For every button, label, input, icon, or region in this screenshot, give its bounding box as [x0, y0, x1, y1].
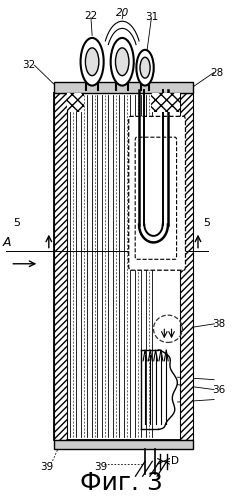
Text: Фиг. 3: Фиг. 3 — [80, 471, 162, 495]
Text: 38: 38 — [212, 319, 225, 329]
Text: D: D — [171, 456, 179, 467]
Bar — [54, 82, 193, 92]
Bar — [54, 440, 193, 449]
Circle shape — [136, 50, 154, 85]
Bar — [54, 92, 67, 440]
Bar — [54, 92, 193, 440]
Circle shape — [111, 38, 134, 85]
Text: 39: 39 — [40, 462, 53, 472]
Circle shape — [115, 48, 129, 76]
Text: 36: 36 — [212, 385, 225, 395]
FancyBboxPatch shape — [135, 137, 177, 259]
Text: 39: 39 — [94, 462, 107, 472]
Text: 22: 22 — [84, 10, 98, 20]
Circle shape — [81, 38, 104, 85]
Bar — [67, 92, 84, 112]
Text: 32: 32 — [22, 60, 35, 70]
FancyBboxPatch shape — [129, 116, 185, 270]
Text: 28: 28 — [211, 68, 224, 78]
Circle shape — [85, 48, 99, 76]
Circle shape — [140, 57, 150, 78]
Bar — [151, 92, 180, 112]
Text: 20: 20 — [116, 8, 129, 18]
Text: 31: 31 — [146, 11, 159, 21]
Text: A: A — [2, 236, 11, 249]
Bar — [180, 92, 193, 440]
Text: 5: 5 — [203, 218, 210, 228]
Text: 5: 5 — [13, 218, 20, 228]
